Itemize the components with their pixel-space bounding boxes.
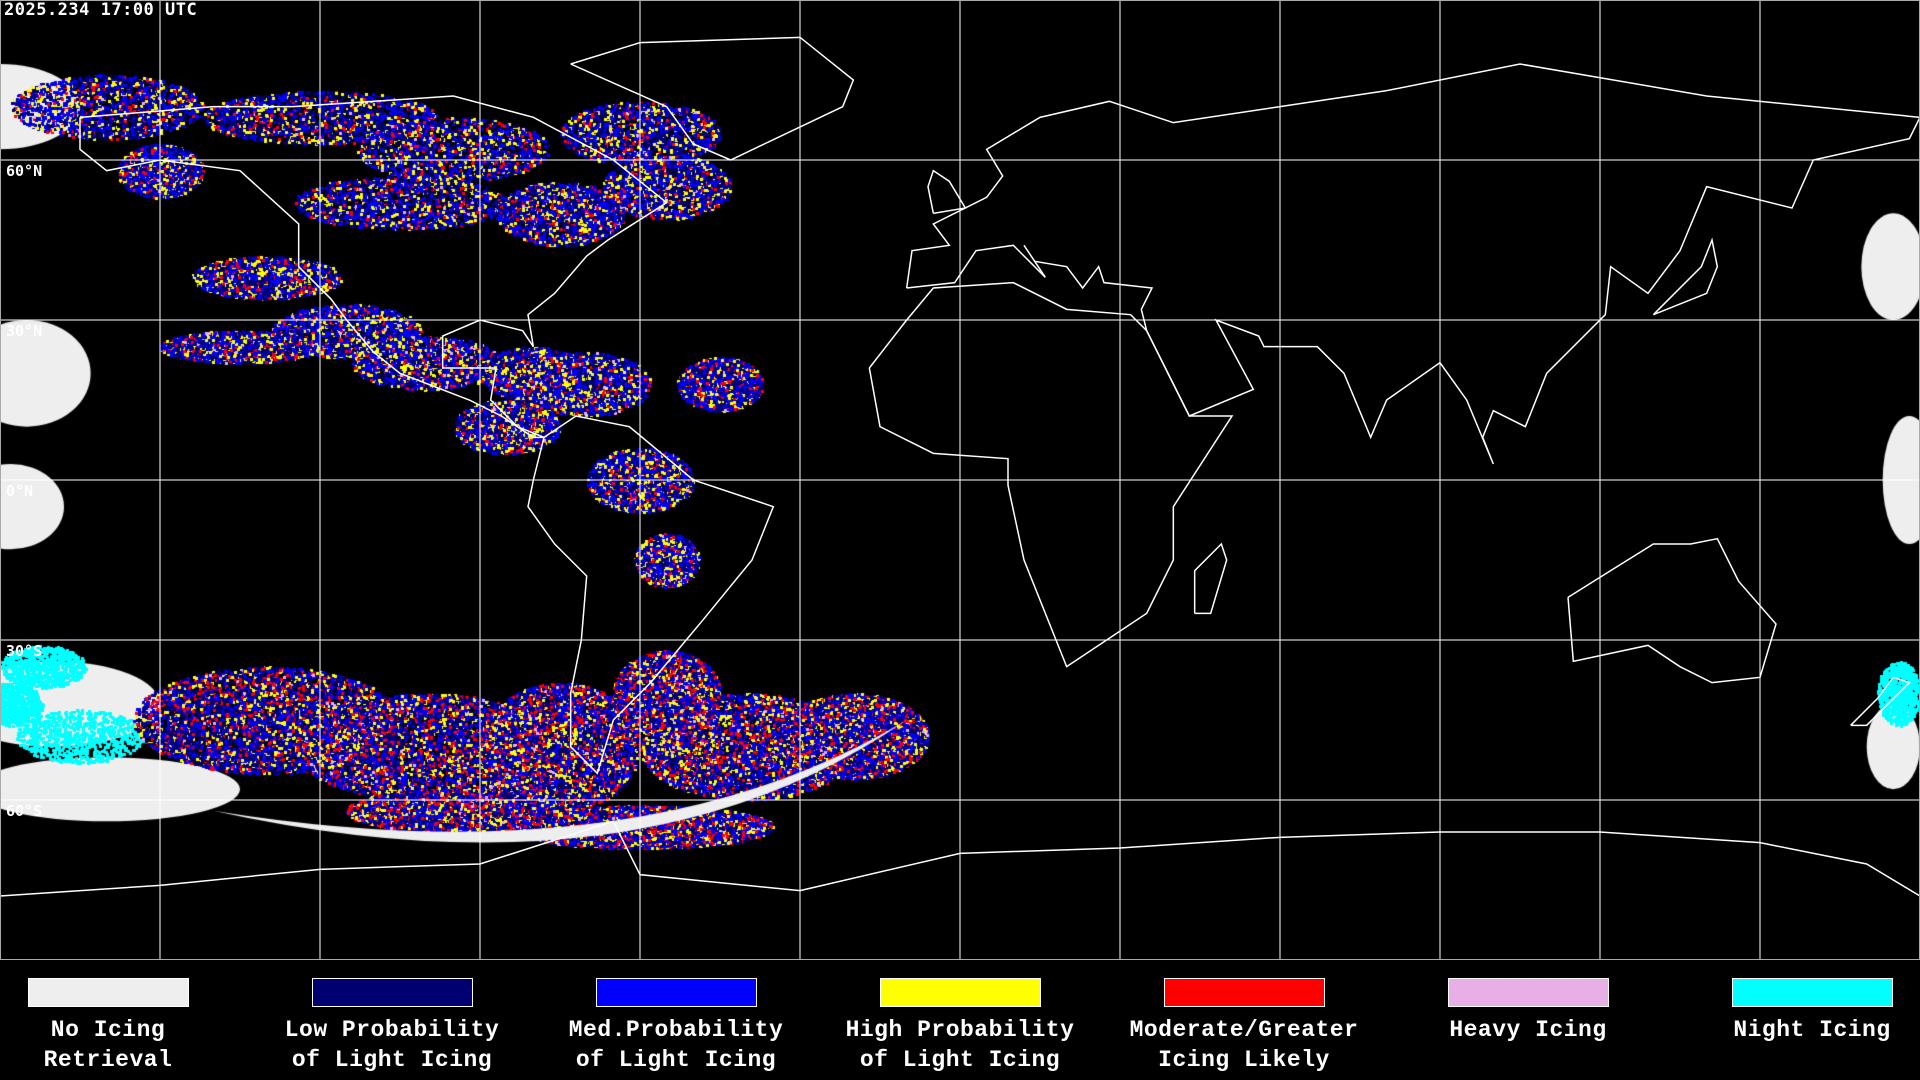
legend-swatch [1447,978,1609,1007]
legend-item-heavy-icing: Heavy Icing [1386,978,1670,1045]
legend-item-low-probability: Low Probability of Light Icing [250,978,534,1075]
legend-swatch [1163,978,1325,1007]
coastline-eurasia [905,63,1920,465]
legend-label: Heavy Icing [1449,1017,1607,1043]
coastline-new-zealand [1850,676,1911,727]
coastline-madagascar [1193,542,1228,615]
lat-label-30s: 30°S [6,642,43,660]
icing-map: 2025.234 17:00 UTC 60°N 30°N 0°N 30°S 60… [0,0,1920,960]
timestamp: 2025.234 17:00 UTC [4,0,198,20]
legend-item-med-probability: Med.Probability of Light Icing [534,978,818,1075]
legend-swatch [1731,978,1893,1007]
coastline-africa [868,281,1234,668]
coastlines-and-graticule [0,0,1920,960]
coastline-north-america [79,95,668,439]
coastline-greenland [570,36,855,161]
legend-label: Low Probability of Light Icing [284,1017,500,1073]
lat-label-60s: 60°S [6,802,43,820]
lat-label-60n: 60°N [6,162,43,180]
legend-item-moderate-greater: Moderate/Greater Icing Likely [1102,978,1386,1075]
lat-label-0n: 0°N [6,482,34,500]
legend-item-high-probability: High Probability of Light Icing [818,978,1102,1075]
coastline-great-britain [927,169,967,215]
legend: No Icing Retrieval Low Probability of Li… [0,960,1920,1080]
lat-label-30n: 30°N [6,322,43,340]
legend-label: Med.Probability of Light Icing [568,1017,784,1073]
legend-item-night-icing: Night Icing [1670,978,1920,1045]
legend-swatch [595,978,757,1007]
coastline-antarctica [0,820,1920,897]
legend-label: Night Icing [1733,1017,1891,1043]
legend-swatch [879,978,1041,1007]
legend-swatch [311,978,473,1007]
legend-item-no-icing: No Icing Retrieval [0,978,250,1075]
coastline-south-america [527,415,775,775]
legend-swatch [27,978,189,1007]
coastline-japan [1652,237,1719,316]
coastline-australia [1567,537,1777,684]
legend-label: High Probability of Light Icing [845,1017,1075,1073]
legend-label: No Icing Retrieval [43,1017,173,1073]
legend-label: Moderate/Greater Icing Likely [1129,1017,1359,1073]
